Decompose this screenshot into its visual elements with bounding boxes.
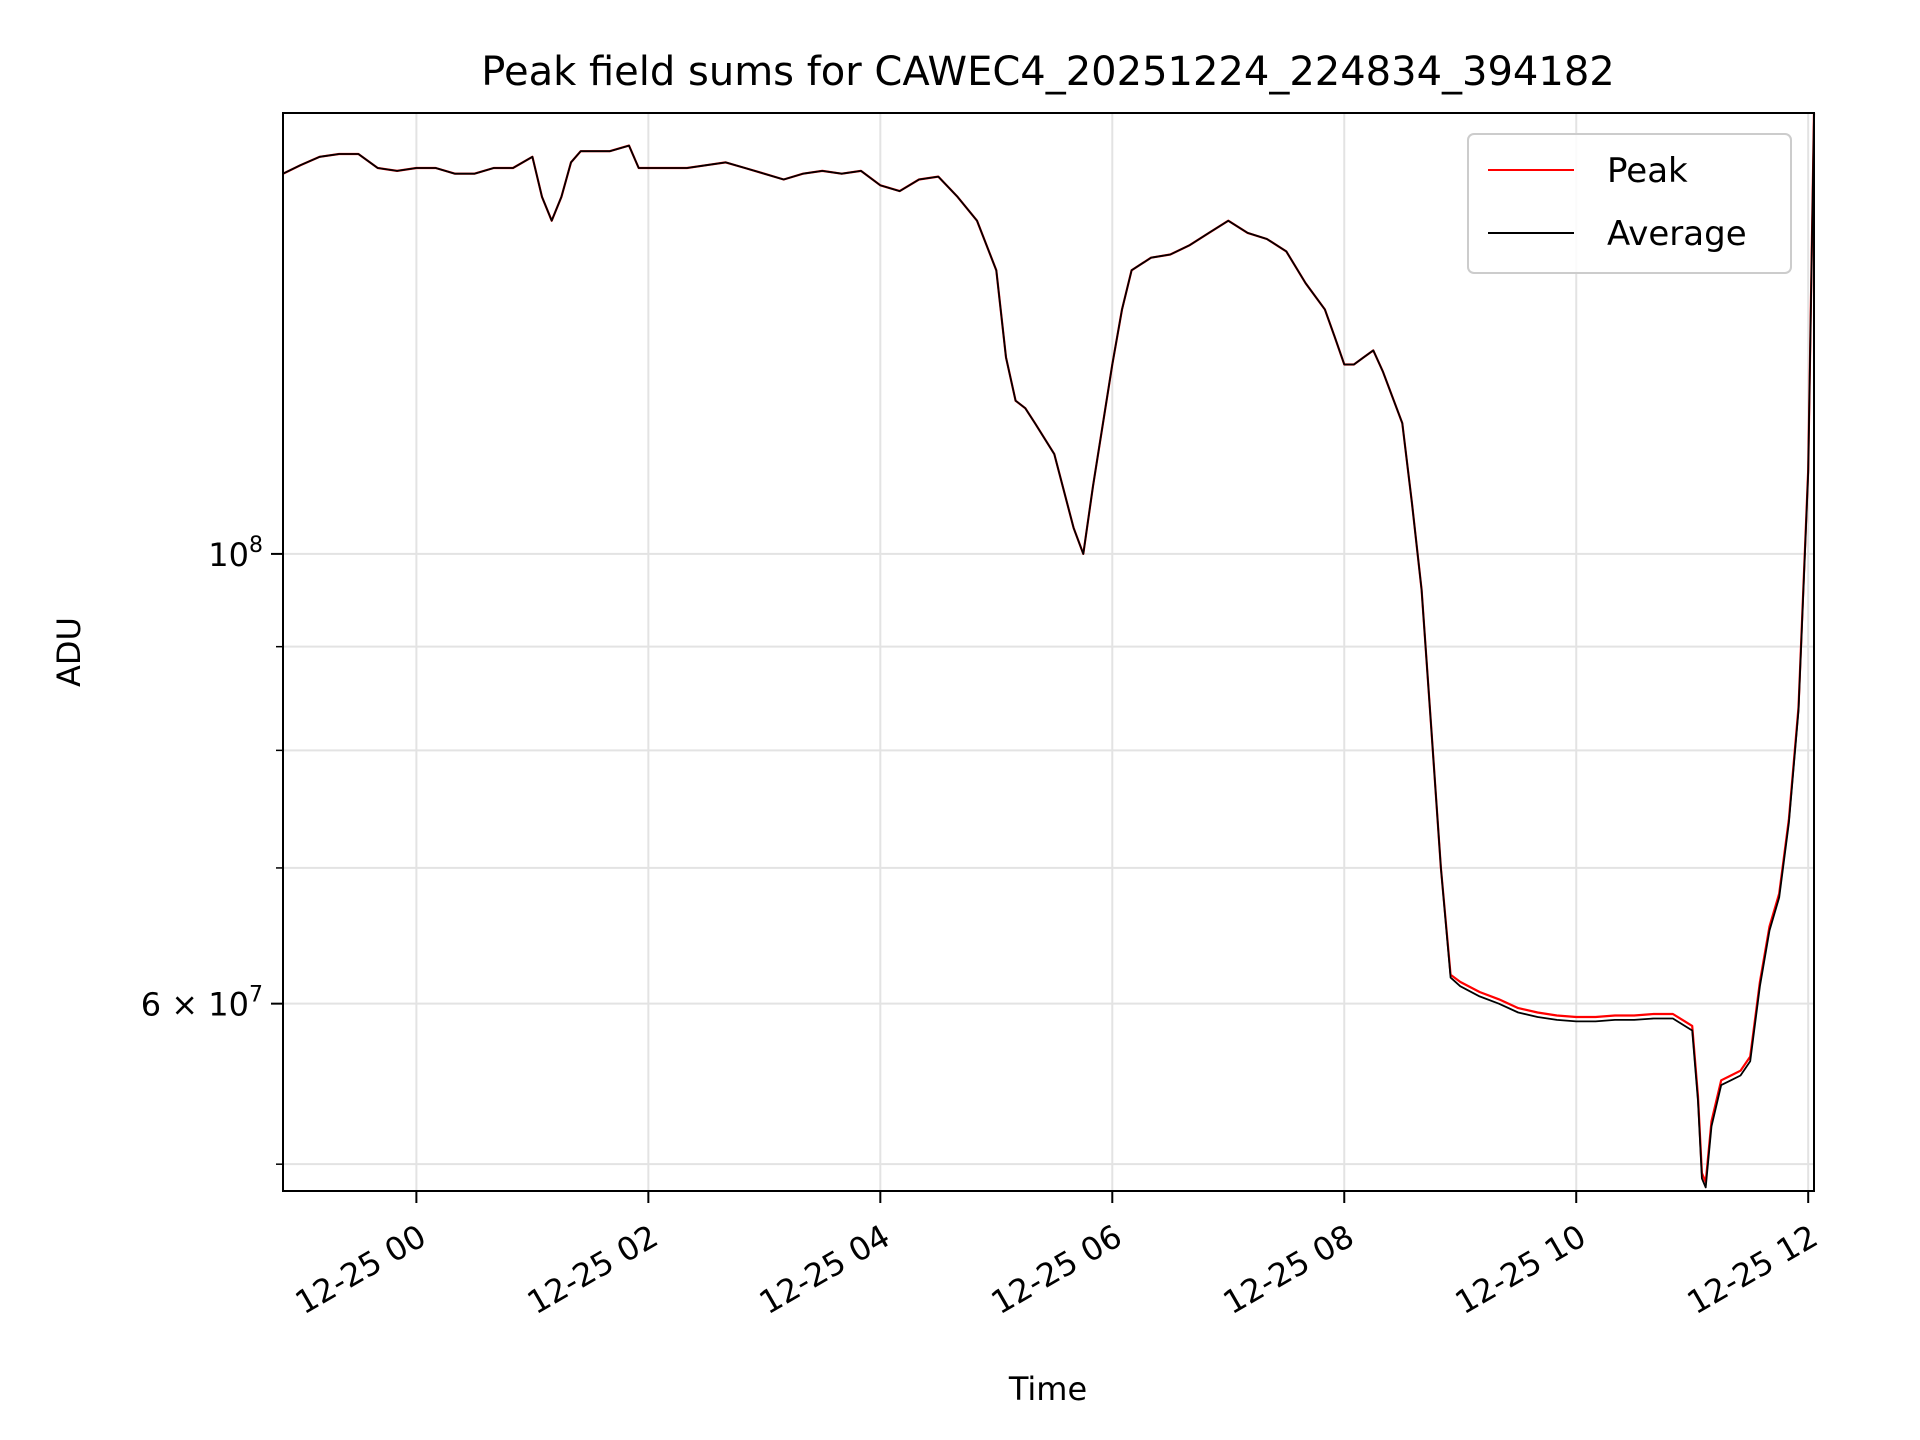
y-tick-prefix: 6 × <box>141 986 209 1024</box>
y-tick-base: 10 <box>208 536 249 574</box>
legend-label-average: Average <box>1607 214 1747 254</box>
y-tick-exponent: 7 <box>249 983 263 1008</box>
legend: Peak Average <box>1467 133 1792 274</box>
y-tick-label: 108 <box>208 533 263 574</box>
y-axis-title: ADU <box>50 617 88 687</box>
series-line-average <box>282 115 1815 1189</box>
legend-label-peak: Peak <box>1607 151 1688 191</box>
legend-box <box>1467 133 1792 274</box>
y-tick-base: 10 <box>208 986 249 1024</box>
grid <box>283 113 1814 1191</box>
series-layer <box>282 112 1816 1189</box>
x-axis-title: Time <box>1008 1370 1087 1408</box>
y-tick-exponent: 8 <box>249 533 263 558</box>
y-tick-label: 6 × 107 <box>141 983 263 1024</box>
chart-title: Peak field sums for CAWEC4_20251224_2248… <box>481 49 1614 95</box>
plot-frame <box>282 112 1815 1192</box>
